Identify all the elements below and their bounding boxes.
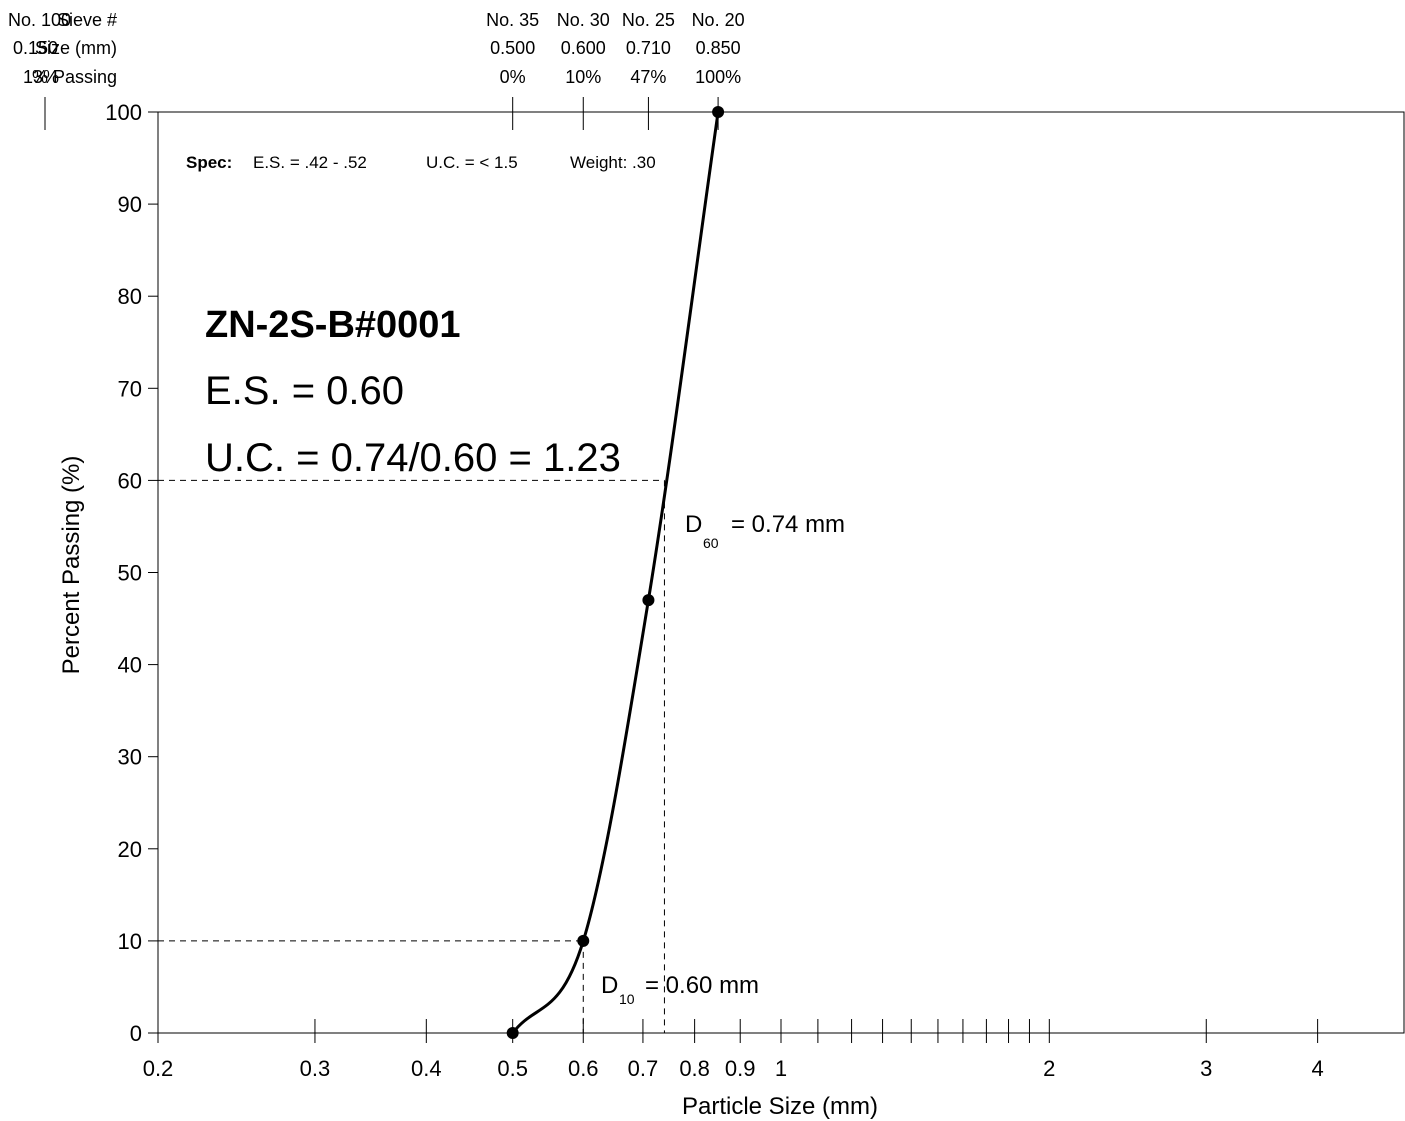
data-point-1: [577, 934, 590, 947]
x-tick-label-1: 1: [775, 1056, 787, 1081]
sample-info: ZN-2S-B#0001 E.S. = 0.60 U.C. = 0.74/0.6…: [205, 304, 621, 480]
d60-annotation: D 60 = 0.74 mm: [685, 511, 845, 551]
d60-text: = 0.74 mm: [731, 511, 845, 538]
y-tick-label-100: 100: [105, 100, 142, 125]
x-tick-label-0.3: 0.3: [300, 1056, 331, 1081]
y-tick-label-0: 0: [130, 1021, 142, 1046]
x-axis-title: Particle Size (mm): [682, 1093, 878, 1120]
data-point-0: [506, 1027, 519, 1039]
x-tick-label-2: 2: [1043, 1056, 1055, 1081]
d10-text: = 0.60 mm: [645, 972, 759, 999]
sieve-header-overlap-passing: 13%: [23, 67, 59, 87]
gradation-curve: [511, 111, 720, 1034]
sieve-header-row3-label: % Passing: [32, 67, 117, 87]
reference-lines: [158, 479, 665, 1033]
d60-symbol: D: [685, 511, 702, 538]
x-tick-label-3: 3: [1200, 1056, 1212, 1081]
x-axis: 0.2 0.3 0.4 0.5 0.6 0.7 0.8 0.9 1 2 3 4: [143, 1019, 1324, 1081]
y-tick-label-10: 10: [118, 929, 142, 954]
sieve-passing-0: 0%: [500, 67, 526, 87]
x-tick-label-0.6: 0.6: [568, 1056, 599, 1081]
y-tick-label-30: 30: [118, 745, 142, 770]
x-tick-label-0.9: 0.9: [725, 1056, 756, 1081]
y-tick-label-60: 60: [118, 468, 142, 493]
sieve-header-overlap-sieve: No. 100: [8, 10, 71, 30]
y-tick-label-20: 20: [118, 837, 142, 862]
x-tick-label-0.2: 0.2: [143, 1056, 174, 1081]
sieve-size-0: 0.500: [490, 38, 535, 58]
x-tick-label-0.4: 0.4: [411, 1056, 442, 1081]
y-axis: 0 10 20 30 40 50 60 70 80 90 100: [105, 100, 158, 1046]
x-tick-label-0.5: 0.5: [497, 1056, 528, 1081]
sieve-number-1: No. 30: [557, 10, 610, 30]
y-axis-title: Percent Passing (%): [58, 456, 85, 675]
x-tick-label-0.8: 0.8: [679, 1056, 710, 1081]
sieve-size-2: 0.710: [626, 38, 671, 58]
sieve-number-0: No. 35: [486, 10, 539, 30]
sieve-header: No. 100 Sieve # 0.150 Size (mm) 13% % Pa…: [8, 10, 117, 130]
gradation-series: [506, 106, 725, 1039]
sample-id: ZN-2S-B#0001: [205, 304, 461, 346]
sieve-header-row1-label: Sieve #: [57, 10, 117, 30]
sieve-passing-2: 47%: [630, 67, 666, 87]
sample-uc: U.C. = 0.74/0.60 = 1.23: [205, 436, 621, 480]
data-point-2: [642, 594, 655, 607]
spec-weight: Weight: .30: [570, 153, 656, 172]
d10-subscript: 10: [619, 991, 635, 1007]
d10-symbol: D: [601, 972, 618, 999]
sieve-header-row2-label: Size (mm): [35, 38, 117, 58]
sieve-header-overlap-size: 0.150: [13, 38, 58, 58]
plot-frame: [157, 111, 1405, 1034]
y-tick-label-70: 70: [118, 376, 142, 401]
spec-line: Spec: E.S. = .42 - .52 U.C. = < 1.5 Weig…: [186, 153, 656, 172]
y-tick-label-40: 40: [118, 653, 142, 678]
d60-subscript: 60: [703, 535, 719, 551]
sieve-number-2: No. 25: [622, 10, 675, 30]
data-point-3: [712, 106, 725, 118]
sieve-passing-1: 10%: [565, 67, 601, 87]
x-tick-label-0.7: 0.7: [628, 1056, 659, 1081]
spec-label: Spec:: [186, 153, 232, 172]
sieve-number-3: No. 20: [692, 10, 745, 30]
sieve-columns: No. 35 0.500 0% No. 30 0.600 10% No. 25 0.710 47…: [486, 10, 745, 130]
d10-annotation: D 10 = 0.60 mm: [601, 972, 759, 1007]
y-tick-label-90: 90: [118, 192, 142, 217]
sieve-size-1: 0.600: [561, 38, 606, 58]
y-tick-label-80: 80: [118, 284, 142, 309]
sample-es: E.S. = 0.60: [205, 369, 404, 413]
sieve-passing-3: 100%: [695, 67, 741, 87]
sieve-size-3: 0.850: [696, 38, 741, 58]
x-tick-label-4: 4: [1311, 1056, 1323, 1081]
spec-uc: U.C. = < 1.5: [426, 153, 518, 172]
y-tick-label-50: 50: [118, 561, 142, 586]
spec-es: E.S. = .42 - .52: [253, 153, 367, 172]
